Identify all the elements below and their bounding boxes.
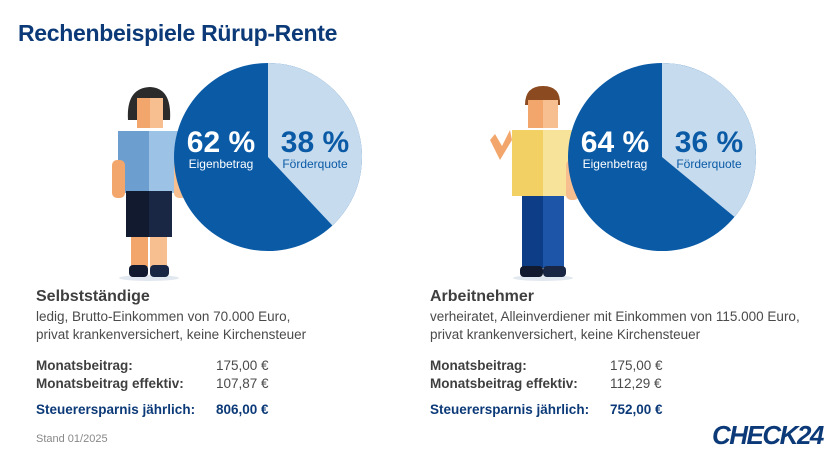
row-value: 175,00 €: [610, 358, 663, 373]
man-figure-icon: [490, 86, 579, 281]
pie-label-foerderquote: Förderquote: [676, 157, 742, 171]
pie-label-foerderquote-value: 38 %: [281, 126, 349, 159]
row-label: Monatsbeitrag effektiv:: [430, 376, 578, 391]
woman-figure-icon: [112, 87, 187, 281]
row-value: 112,29 €: [610, 376, 662, 391]
row-label: Steuerersparnis jährlich:: [36, 402, 196, 417]
example-heading: Arbeitnehmer: [430, 288, 535, 305]
example-desc: verheiratet, Alleinverdiener mit Einkomm…: [430, 309, 800, 324]
example-desc: privat krankenversichert, keine Kirchens…: [36, 327, 307, 342]
row-label: Monatsbeitrag:: [36, 358, 133, 373]
pie-slice-foerderquote: [662, 63, 756, 217]
row-monatsbeitrag-effektiv: Monatsbeitrag effektiv: 107,87 €: [36, 376, 436, 394]
row-label: Monatsbeitrag effektiv:: [36, 376, 184, 391]
row-monatsbeitrag-effektiv: Monatsbeitrag effektiv: 112,29 €: [430, 376, 830, 394]
row-monatsbeitrag: Monatsbeitrag: 175,00 €: [36, 358, 436, 376]
example-heading: Selbstständige: [36, 288, 150, 305]
example-desc: ledig, Brutto-Einkommen von 70.000 Euro,: [36, 309, 291, 324]
row-label: Monatsbeitrag:: [430, 358, 527, 373]
pie-label-eigenbetrag: Eigenbetrag: [583, 157, 648, 171]
row-value: 752,00 €: [610, 402, 663, 417]
row-value: 107,87 €: [216, 376, 269, 391]
example-selbststaendige: Selbstständige ledig, Brutto-Einkommen v…: [36, 288, 436, 420]
row-label: Steuerersparnis jährlich:: [430, 402, 590, 417]
row-steuerersparnis: Steuerersparnis jährlich: 806,00 €: [36, 402, 436, 420]
pie-label-foerderquote: Förderquote: [282, 157, 348, 171]
pie-label-foerderquote-value: 36 %: [675, 126, 743, 159]
stand-date: Stand 01/2025: [36, 433, 108, 445]
row-value: 806,00 €: [216, 402, 269, 417]
row-steuerersparnis: Steuerersparnis jährlich: 752,00 €: [430, 402, 830, 420]
pie-label-eigenbetrag: Eigenbetrag: [189, 157, 254, 171]
pie-label-eigenbetrag-value: 64 %: [581, 126, 649, 159]
example-arbeitnehmer: Arbeitnehmer verheiratet, Alleinverdiene…: [430, 288, 830, 420]
row-monatsbeitrag: Monatsbeitrag: 175,00 €: [430, 358, 830, 376]
pie-slice-foerderquote: [268, 63, 362, 226]
check24-logo: CHECK24: [712, 420, 824, 450]
page-title: Rechenbeispiele Rürup-Rente: [18, 20, 338, 46]
row-value: 175,00 €: [216, 358, 269, 373]
pie-label-eigenbetrag-value: 62 %: [187, 126, 255, 159]
example-desc: privat krankenversichert, keine Kirchens…: [430, 327, 701, 342]
